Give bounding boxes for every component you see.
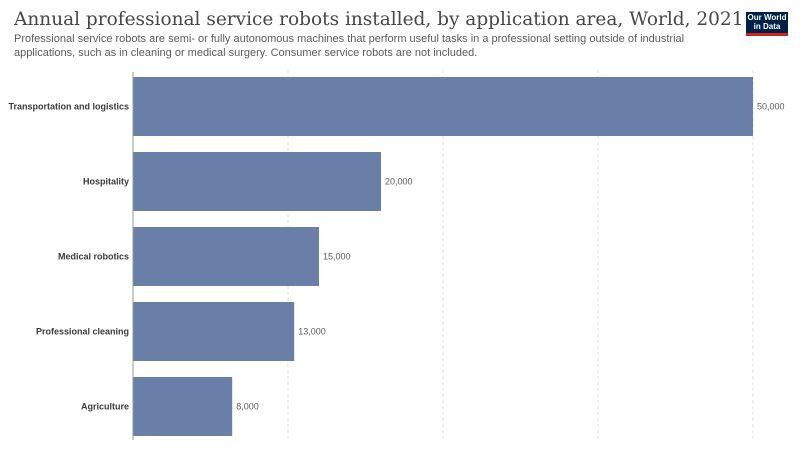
bar[interactable] <box>133 377 233 436</box>
logo-accent-bar <box>746 33 788 36</box>
category-label: Professional cleaning <box>36 327 129 337</box>
value-label: 50,000 <box>757 102 785 112</box>
bar[interactable] <box>133 302 295 361</box>
category-label: Hospitality <box>83 177 129 187</box>
logo-text-line1: Our World <box>747 13 787 22</box>
chart-subtitle: Professional service robots are semi- or… <box>14 33 685 59</box>
category-label: Agriculture <box>81 402 129 412</box>
value-label: 8,000 <box>236 402 259 412</box>
owid-logo[interactable]: Our World in Data <box>746 12 788 36</box>
bar[interactable] <box>133 77 753 136</box>
chart-title: Annual professional service robots insta… <box>14 9 744 30</box>
logo-text-line2: in Data <box>753 21 781 31</box>
value-label: 15,000 <box>323 252 351 262</box>
category-label: Medical robotics <box>58 252 129 262</box>
bar[interactable] <box>133 227 319 286</box>
bar[interactable] <box>133 152 381 211</box>
value-label: 20,000 <box>385 177 413 187</box>
value-label: 13,000 <box>298 327 326 337</box>
category-label: Transportation and logistics <box>8 102 129 112</box>
